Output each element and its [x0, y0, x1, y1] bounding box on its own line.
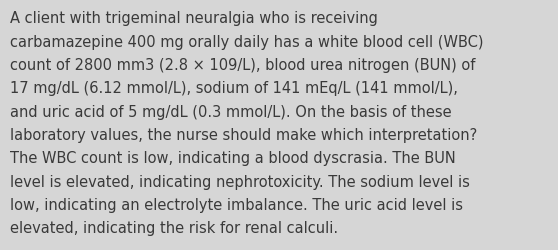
Text: and uric acid of 5 mg/dL (0.3 mmol/L). On the basis of these: and uric acid of 5 mg/dL (0.3 mmol/L). O… — [10, 104, 451, 119]
Text: laboratory values, the nurse should make which interpretation?: laboratory values, the nurse should make… — [10, 128, 477, 142]
Text: elevated, indicating the risk for renal calculi.: elevated, indicating the risk for renal … — [10, 220, 338, 236]
Text: A client with trigeminal neuralgia who is receiving: A client with trigeminal neuralgia who i… — [10, 11, 378, 26]
Text: carbamazepine 400 mg orally daily has a white blood cell (WBC): carbamazepine 400 mg orally daily has a … — [10, 34, 484, 50]
Text: 17 mg/dL (6.12 mmol/L), sodium of 141 mEq/L (141 mmol/L),: 17 mg/dL (6.12 mmol/L), sodium of 141 mE… — [10, 81, 458, 96]
Text: level is elevated, indicating nephrotoxicity. The sodium level is: level is elevated, indicating nephrotoxi… — [10, 174, 470, 189]
Text: The WBC count is low, indicating a blood dyscrasia. The BUN: The WBC count is low, indicating a blood… — [10, 151, 456, 166]
Text: low, indicating an electrolyte imbalance. The uric acid level is: low, indicating an electrolyte imbalance… — [10, 197, 463, 212]
Text: count of 2800 mm3 (2.8 × 109/L), blood urea nitrogen (BUN) of: count of 2800 mm3 (2.8 × 109/L), blood u… — [10, 58, 475, 73]
